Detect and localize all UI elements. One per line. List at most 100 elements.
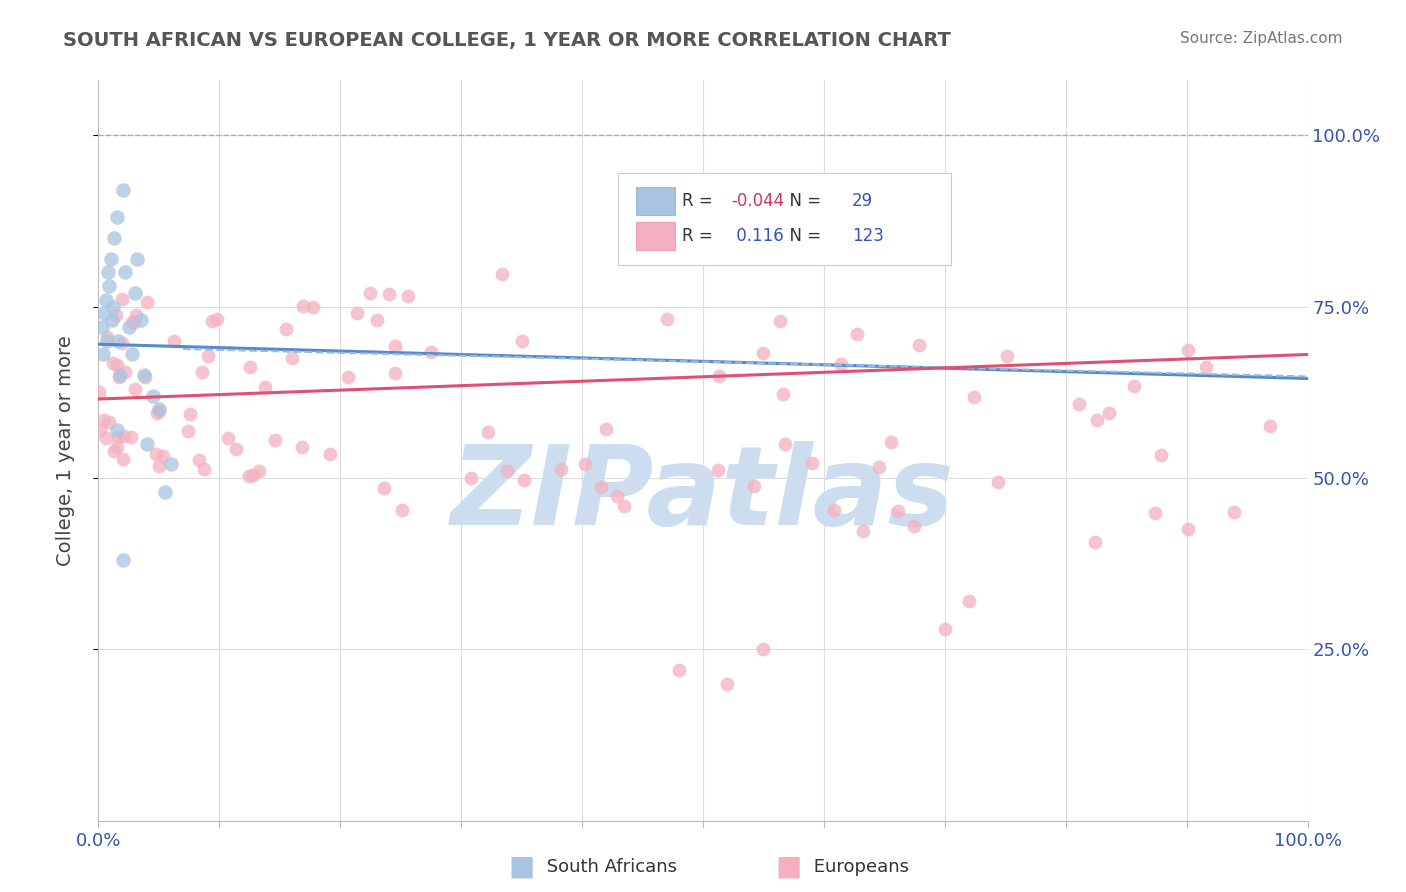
Point xyxy=(136,295,159,310)
Point xyxy=(247,464,270,478)
Point xyxy=(477,425,499,439)
Point xyxy=(1067,397,1090,411)
Point xyxy=(359,286,381,301)
Point xyxy=(995,349,1018,363)
Text: SOUTH AFRICAN VS EUROPEAN COLLEGE, 1 YEAR OR MORE CORRELATION CHART: SOUTH AFRICAN VS EUROPEAN COLLEGE, 1 YEA… xyxy=(63,31,950,50)
Point xyxy=(823,503,845,517)
Point xyxy=(142,389,165,403)
Point xyxy=(148,404,170,418)
Point xyxy=(105,358,128,372)
Text: 29: 29 xyxy=(852,192,873,210)
Point xyxy=(396,289,419,303)
Point xyxy=(845,327,868,342)
Point xyxy=(160,457,183,471)
Point xyxy=(97,265,120,279)
Point xyxy=(655,312,678,326)
Point xyxy=(122,315,145,329)
FancyBboxPatch shape xyxy=(619,173,950,266)
Point xyxy=(752,345,775,359)
Point xyxy=(105,211,128,225)
Point xyxy=(111,335,134,350)
Point xyxy=(281,351,304,365)
Point xyxy=(419,344,441,359)
Point xyxy=(111,451,134,466)
Point xyxy=(752,642,775,657)
Point xyxy=(263,433,285,447)
Point xyxy=(114,265,136,279)
Point xyxy=(96,330,118,344)
Text: ZIPatlas: ZIPatlas xyxy=(451,442,955,549)
Point xyxy=(613,499,636,513)
Point xyxy=(1177,522,1199,536)
Point xyxy=(111,553,134,567)
Point xyxy=(98,415,121,429)
Point xyxy=(108,369,131,384)
Point xyxy=(89,423,111,437)
Point xyxy=(153,484,176,499)
Point xyxy=(301,300,323,314)
Point xyxy=(1098,406,1121,420)
Point xyxy=(1258,418,1281,433)
Point xyxy=(903,519,925,533)
Point xyxy=(103,444,125,458)
Point xyxy=(121,315,143,329)
Point xyxy=(346,306,368,320)
Point xyxy=(595,422,617,436)
Point xyxy=(957,594,980,608)
Text: Europeans: Europeans xyxy=(808,858,910,876)
Text: ■: ■ xyxy=(775,853,801,881)
Point xyxy=(127,252,149,266)
Text: -0.044: -0.044 xyxy=(731,192,785,210)
Point xyxy=(1195,360,1218,375)
Point xyxy=(93,413,115,427)
Point xyxy=(987,475,1010,489)
Point xyxy=(1144,506,1167,520)
Point xyxy=(239,359,262,374)
Point xyxy=(384,367,406,381)
Point xyxy=(606,489,628,503)
Text: 123: 123 xyxy=(852,227,883,244)
Point xyxy=(134,368,156,382)
Point xyxy=(495,465,517,479)
Point xyxy=(852,524,875,538)
Point xyxy=(337,370,360,384)
Point xyxy=(768,314,790,328)
Point xyxy=(217,431,239,445)
Text: N =: N = xyxy=(779,192,827,210)
Point xyxy=(254,379,277,393)
Point xyxy=(378,286,401,301)
Point xyxy=(112,429,135,443)
Point xyxy=(107,430,129,444)
Point xyxy=(716,676,738,690)
Point xyxy=(134,370,156,384)
Point xyxy=(100,313,122,327)
Point xyxy=(101,356,124,370)
Point xyxy=(108,368,131,382)
Point xyxy=(100,252,122,266)
Point xyxy=(129,313,152,327)
Point xyxy=(934,622,956,636)
Y-axis label: College, 1 year or more: College, 1 year or more xyxy=(56,335,75,566)
Point xyxy=(105,423,128,437)
Point xyxy=(120,430,142,444)
FancyBboxPatch shape xyxy=(637,187,675,215)
Point xyxy=(179,407,201,421)
Point xyxy=(93,306,115,320)
Point xyxy=(591,480,613,494)
Text: N =: N = xyxy=(779,227,827,244)
Point xyxy=(886,504,908,518)
Point xyxy=(94,293,117,307)
Point xyxy=(238,468,260,483)
Point xyxy=(242,467,264,482)
Point xyxy=(124,285,146,300)
Point xyxy=(1085,412,1108,426)
Point xyxy=(94,431,117,445)
Point xyxy=(908,338,931,352)
Text: R =: R = xyxy=(682,227,718,244)
Point xyxy=(772,387,794,401)
Point xyxy=(319,447,342,461)
Point xyxy=(98,279,121,293)
Point xyxy=(773,437,796,451)
Point xyxy=(121,347,143,361)
Point xyxy=(491,267,513,281)
